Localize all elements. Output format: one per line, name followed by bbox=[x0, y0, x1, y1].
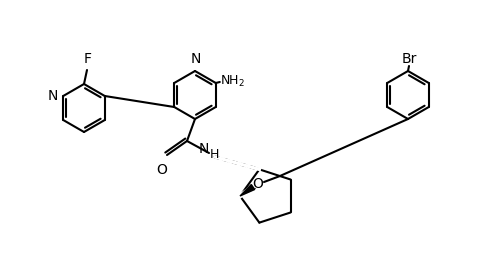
Text: H: H bbox=[210, 147, 220, 161]
Text: NH$_2$: NH$_2$ bbox=[220, 74, 245, 89]
Polygon shape bbox=[240, 184, 254, 196]
Text: O: O bbox=[252, 177, 264, 191]
Text: O: O bbox=[156, 163, 168, 177]
Text: N: N bbox=[48, 89, 58, 103]
Text: Br: Br bbox=[402, 52, 416, 66]
Text: N: N bbox=[191, 52, 201, 66]
Text: F: F bbox=[84, 52, 92, 66]
Text: N: N bbox=[199, 142, 209, 156]
